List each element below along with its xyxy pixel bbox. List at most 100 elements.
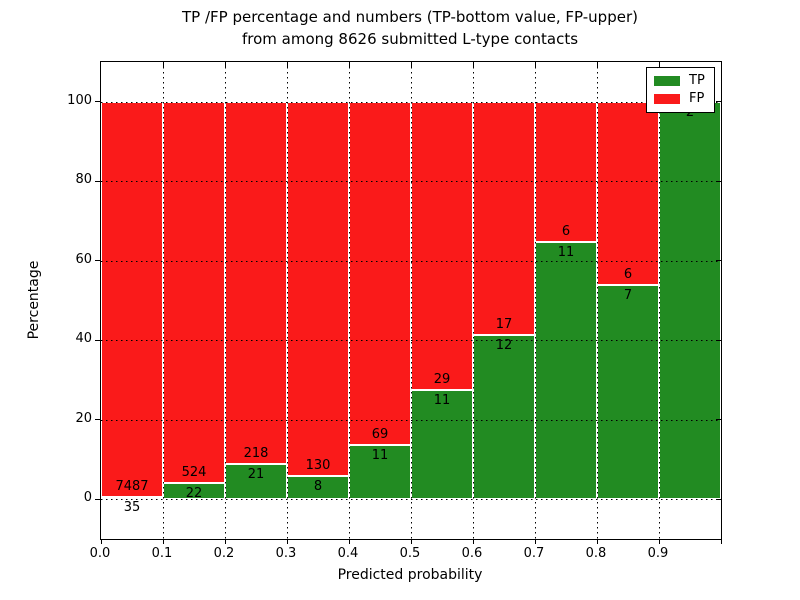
vertical-gridline [162, 62, 164, 539]
fp-count-label: 6 [623, 267, 633, 283]
vertical-gridline [534, 62, 536, 539]
x-tick-label: 0.0 [89, 546, 111, 561]
x-tick-mark [348, 539, 350, 544]
fp-bar-segment [535, 101, 597, 243]
fp-count-label: 17 [495, 316, 513, 332]
x-tick-mark [534, 539, 536, 544]
vertical-gridline [658, 62, 660, 539]
y-tick-mark [95, 498, 100, 500]
x-tick-mark-top [162, 62, 164, 67]
legend: TP FP [646, 67, 715, 113]
legend-label-fp: FP [689, 91, 705, 106]
x-tick-label: 0.5 [399, 546, 421, 561]
tp-count-label: 7 [623, 288, 633, 304]
chart-title-line2: from among 8626 submitted L-type contact… [241, 30, 579, 48]
y-tick-label: 0 [83, 490, 92, 506]
x-tick-mark [658, 539, 660, 544]
fp-bar-segment [349, 101, 411, 445]
tp-swatch-icon [654, 76, 680, 86]
y-tick-mark [95, 339, 100, 341]
tp-count-label: 11 [371, 447, 389, 463]
x-tick-mark [286, 539, 288, 544]
fp-bar-segment [473, 101, 535, 335]
y-tick-mark [95, 260, 100, 262]
y-tick-mark [95, 419, 100, 421]
x-tick-mark-top [224, 62, 226, 67]
tp-bar-segment [225, 464, 287, 500]
plot-area: 74873552422218211308691129111712611672 [95, 61, 722, 544]
fp-count-label: 524 [181, 465, 207, 481]
y-tick-label: 60 [75, 251, 92, 267]
vertical-gridline [224, 62, 226, 539]
tp-bar-segment [349, 444, 411, 500]
x-tick-mark [410, 539, 412, 544]
fp-count-label: 69 [371, 426, 389, 442]
fp-bar-segment [163, 101, 225, 484]
x-tick-mark [720, 539, 722, 544]
y-tick-mark-right [716, 339, 721, 341]
x-tick-mark [596, 539, 598, 544]
y-tick-mark [95, 180, 100, 182]
x-tick-mark-top [658, 62, 660, 67]
tp-count-label: 12 [495, 337, 513, 353]
x-tick-mark [224, 539, 226, 544]
x-tick-label: 0.6 [461, 546, 483, 561]
fp-count-label: 130 [305, 458, 331, 474]
y-tick-mark-right [716, 498, 721, 500]
x-tick-mark-top [534, 62, 536, 67]
y-tick-label: 80 [75, 172, 92, 188]
tp-bar-segment [473, 334, 535, 500]
x-tick-mark-top [286, 62, 288, 67]
fp-bar-segment [411, 101, 473, 390]
vertical-gridline [596, 62, 598, 539]
y-tick-label: 20 [75, 410, 92, 426]
x-tick-mark-top [596, 62, 598, 67]
tp-count-label: 8 [313, 479, 323, 495]
y-tick-label: 40 [75, 331, 92, 347]
fp-bar-segment [597, 101, 659, 286]
x-tick-label: 0.4 [337, 546, 359, 561]
fp-bar-segment [225, 101, 287, 465]
x-tick-label: 0.1 [151, 546, 173, 561]
y-tick-mark-right [716, 101, 721, 103]
vertical-gridline [286, 62, 288, 539]
x-tick-mark [100, 539, 102, 544]
x-tick-label: 0.8 [585, 546, 607, 561]
tp-count-label: 21 [247, 467, 265, 483]
x-tick-label: 0.2 [213, 546, 235, 561]
x-tick-label: 0.3 [275, 546, 297, 561]
tp-bar-segment [535, 242, 597, 500]
chart-title: TP /FP percentage and numbers (TP-bottom… [100, 6, 720, 50]
y-tick-mark-right [716, 260, 721, 262]
tp-count-label: 11 [433, 392, 451, 408]
legend-item-fp: FP [654, 92, 707, 106]
vertical-gridline [410, 62, 412, 539]
x-tick-label: 0.9 [647, 546, 669, 561]
tp-count-label: 35 [123, 500, 141, 516]
x-tick-mark [472, 539, 474, 544]
x-tick-mark [162, 539, 164, 544]
tp-bar-segment [597, 285, 659, 500]
y-tick-mark-right [716, 180, 721, 182]
fp-bar-segment [287, 101, 349, 477]
x-tick-mark-top [348, 62, 350, 67]
x-tick-label: 0.7 [523, 546, 545, 561]
tp-count-label: 22 [185, 486, 203, 502]
tp-count-label: 11 [557, 245, 575, 261]
legend-item-tp: TP [654, 74, 707, 88]
legend-label-tp: TP [689, 73, 705, 88]
chart-title-line1: TP /FP percentage and numbers (TP-bottom… [182, 8, 638, 26]
fp-count-label: 29 [433, 371, 451, 387]
fp-count-label: 218 [243, 446, 269, 462]
fp-count-label: 7487 [115, 479, 149, 495]
x-tick-mark-top [410, 62, 412, 67]
tp-bar-segment [659, 101, 721, 500]
fp-count-label: 6 [561, 224, 571, 240]
tp-bar-segment [411, 389, 473, 500]
x-axis-label: Predicted probability [337, 567, 483, 583]
fp-bar-segment [101, 101, 163, 498]
fp-swatch-icon [654, 94, 680, 104]
y-tick-mark-right [716, 419, 721, 421]
vertical-gridline [348, 62, 350, 539]
